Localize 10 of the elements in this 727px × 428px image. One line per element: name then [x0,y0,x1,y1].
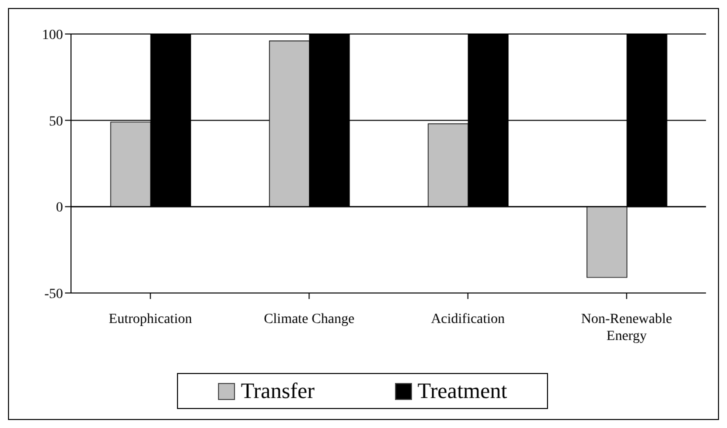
y-tick-label: 50 [49,114,63,130]
x-tick-label: Non-Renewable Energy [581,312,672,344]
x-tick-label: Acidification [430,312,505,327]
y-tick-label: -50 [44,286,63,302]
y-tick-label: 0 [56,200,63,216]
x-tick-label: Climate Change [264,312,354,327]
legend-label: Transfer [240,378,315,404]
y-tick-label: 100 [42,28,63,43]
legend-label: Treatment [416,378,508,404]
x-tick-label: Eutrophication [108,312,192,327]
